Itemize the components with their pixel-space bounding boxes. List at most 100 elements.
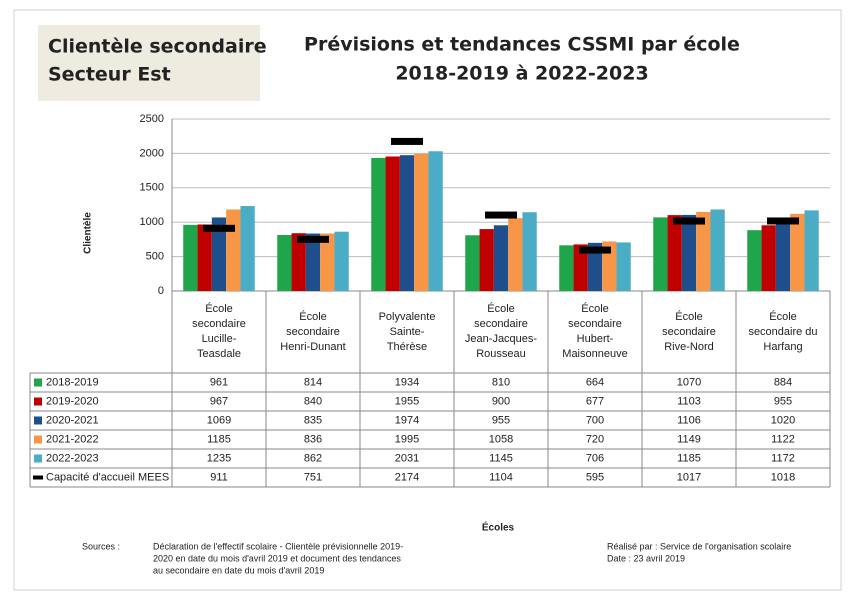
x-tick-label: École secondaire Hubert-Maisonneuve bbox=[562, 303, 628, 360]
bar bbox=[240, 206, 255, 291]
legend-key bbox=[34, 378, 42, 387]
chart-subtitle: 2018-2019 à 2022-2023 bbox=[395, 63, 648, 85]
bar bbox=[653, 217, 668, 291]
x-axis-label: Écoles bbox=[482, 521, 515, 534]
table-value: 840 bbox=[304, 395, 322, 407]
table-value: 2031 bbox=[395, 452, 419, 464]
title-box bbox=[38, 25, 260, 101]
x-tick-label: École secondaire Jean-Jacques-Rousseau bbox=[464, 303, 538, 360]
y-tick-label: 0 bbox=[158, 285, 164, 297]
legend-label: 2018-2019 bbox=[46, 376, 99, 388]
sources-text: Déclaration de l'effectif scolaire - Cli… bbox=[153, 541, 403, 551]
y-tick-label: 1500 bbox=[140, 182, 164, 194]
x-tick-label: Polyvalente Sainte-Thérèse bbox=[378, 310, 436, 353]
table-value: 955 bbox=[492, 414, 510, 426]
legend-key bbox=[34, 416, 42, 425]
bar bbox=[465, 235, 480, 291]
x-tick-label: École secondaire Henri-Dunant bbox=[280, 310, 346, 353]
table-value: 664 bbox=[586, 376, 604, 388]
capacity-marker bbox=[297, 235, 329, 243]
table-value: 1070 bbox=[677, 376, 701, 388]
table-value: 862 bbox=[304, 452, 322, 464]
bar bbox=[334, 231, 349, 291]
bar bbox=[277, 234, 292, 291]
table-value: 836 bbox=[304, 433, 322, 445]
capacity-marker bbox=[767, 217, 799, 225]
capacity-marker bbox=[203, 224, 235, 232]
bar bbox=[616, 242, 631, 291]
table-value: 1185 bbox=[207, 433, 231, 445]
table-value: 814 bbox=[304, 376, 322, 388]
table-value: 1106 bbox=[677, 414, 701, 426]
bar bbox=[559, 245, 574, 291]
table-value: 1934 bbox=[395, 376, 419, 388]
bar bbox=[399, 155, 415, 291]
table-value: 1103 bbox=[677, 395, 701, 407]
table-value: 751 bbox=[304, 471, 322, 483]
legend-key bbox=[33, 475, 43, 480]
table-value: 720 bbox=[586, 433, 604, 445]
sources-label: Sources : bbox=[82, 541, 120, 551]
table-value: 595 bbox=[586, 471, 604, 483]
table-value: 961 bbox=[210, 376, 228, 388]
box-title: Clientèle secondaire bbox=[48, 36, 267, 58]
table-value: 1235 bbox=[207, 452, 231, 464]
bar bbox=[761, 225, 776, 291]
bar bbox=[493, 225, 509, 291]
legend-key bbox=[34, 397, 42, 406]
table-value: 1145 bbox=[489, 452, 513, 464]
legend-key bbox=[34, 435, 42, 444]
y-tick-label: 1000 bbox=[140, 216, 164, 228]
sources-text: au secondaire en date du mois d'avril 20… bbox=[153, 565, 324, 575]
bar bbox=[508, 218, 523, 291]
bar bbox=[681, 214, 697, 291]
table-value: 1069 bbox=[207, 414, 231, 426]
bar bbox=[183, 224, 198, 291]
x-tick-label: École secondaire Rive-Nord bbox=[662, 310, 716, 353]
bar bbox=[710, 209, 725, 291]
capacity-marker bbox=[391, 137, 423, 145]
credit: Date : 23 avril 2019 bbox=[607, 553, 685, 563]
table-value: 1974 bbox=[395, 414, 419, 426]
bar bbox=[804, 210, 819, 291]
table-value: 1122 bbox=[771, 433, 795, 445]
bar bbox=[385, 156, 400, 291]
legend-label: 2019-2020 bbox=[46, 395, 99, 407]
bar bbox=[226, 209, 241, 291]
chart-title: Prévisions et tendances CSSMI par école bbox=[304, 34, 740, 56]
bar bbox=[587, 242, 603, 291]
table-value: 1172 bbox=[771, 452, 795, 464]
bar bbox=[602, 241, 617, 291]
bar bbox=[197, 224, 212, 291]
bar bbox=[667, 215, 682, 291]
table-value: 835 bbox=[304, 414, 322, 426]
bar bbox=[522, 212, 537, 291]
legend-label: 2021-2022 bbox=[46, 433, 99, 445]
table-value: 1185 bbox=[677, 452, 701, 464]
table-value: 1955 bbox=[395, 395, 419, 407]
table-value: 884 bbox=[774, 376, 792, 388]
bar bbox=[479, 229, 494, 291]
capacity-marker bbox=[485, 211, 517, 219]
box-title: Secteur Est bbox=[48, 64, 171, 86]
bar bbox=[414, 153, 429, 291]
bar bbox=[371, 157, 386, 291]
bar bbox=[305, 233, 321, 291]
y-tick-label: 2000 bbox=[140, 147, 164, 159]
x-tick-label: École secondaire Lucille-Teasdale bbox=[192, 303, 246, 360]
bar bbox=[747, 230, 762, 291]
table-value: 1995 bbox=[395, 433, 419, 445]
table-value: 911 bbox=[210, 471, 228, 483]
legend-key bbox=[34, 454, 42, 463]
table-value: 900 bbox=[492, 395, 510, 407]
x-tick-label: École secondaire du Harfang bbox=[748, 310, 818, 353]
table-value: 677 bbox=[586, 395, 604, 407]
table-value: 2174 bbox=[395, 471, 419, 483]
capacity-marker bbox=[673, 217, 705, 225]
table-value: 967 bbox=[210, 395, 228, 407]
bar bbox=[291, 233, 306, 291]
y-tick-label: 500 bbox=[146, 251, 164, 263]
table-value: 700 bbox=[586, 414, 604, 426]
